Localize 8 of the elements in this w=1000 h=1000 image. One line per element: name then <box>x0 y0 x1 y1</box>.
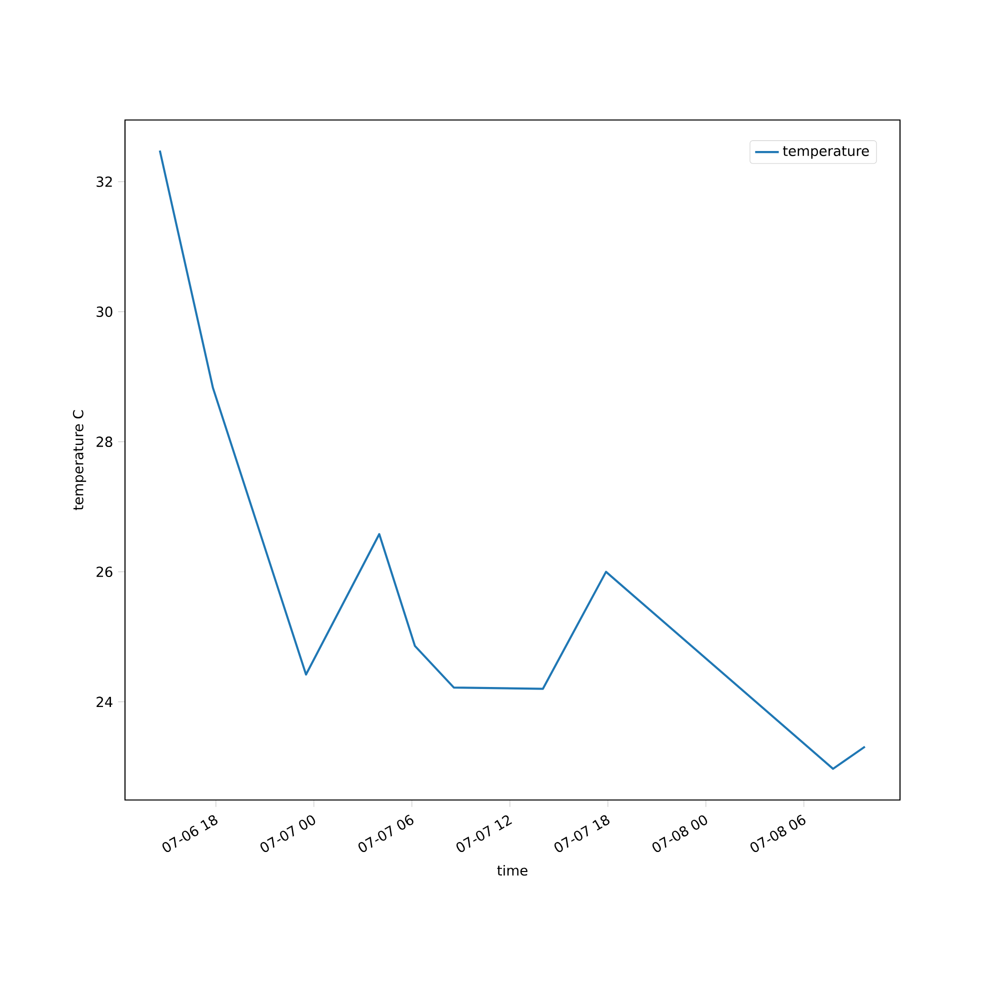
y-tick-label: 26 <box>96 566 112 578</box>
y-tick-label: 32 <box>96 176 112 187</box>
y-axis-title: temperature C <box>72 410 86 510</box>
y-tick-label: 24 <box>96 696 112 707</box>
y-tick-label: 28 <box>96 436 112 448</box>
y-tick-label: 30 <box>96 306 112 318</box>
legend-label: temperature <box>782 146 869 159</box>
x-axis-title: time <box>497 864 528 876</box>
